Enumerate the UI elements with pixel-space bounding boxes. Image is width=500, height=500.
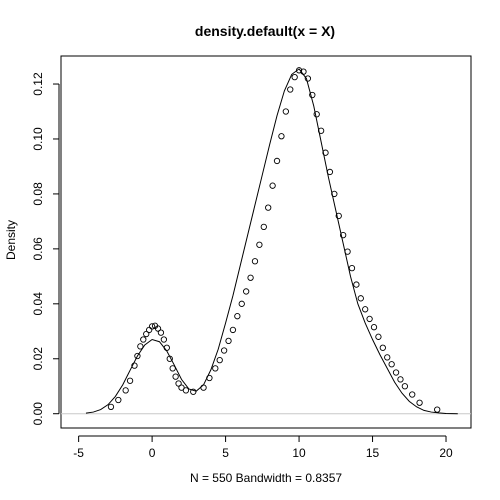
y-axis: 0.00 0.02 0.04 0.06 0.08 0.10 0.12 [31, 72, 60, 426]
sample-point [206, 374, 213, 382]
sample-point [225, 337, 232, 345]
sample-point [370, 324, 378, 331]
density-line-group [85, 68, 458, 415]
sample-point [295, 67, 303, 74]
sample-point [375, 333, 382, 340]
sample-point [212, 365, 219, 372]
sample-point [107, 403, 115, 410]
sample-point [172, 373, 179, 380]
sample-point [260, 223, 267, 231]
sample-point [273, 157, 281, 165]
sample-point [353, 281, 360, 288]
x-tick-label: -5 [73, 446, 84, 460]
sample-point [238, 300, 245, 307]
sample-point [291, 74, 298, 81]
sample-point [160, 336, 168, 343]
sample-point [348, 264, 356, 272]
sample-point [322, 149, 329, 156]
sample-point [317, 127, 325, 134]
sample-point [300, 68, 307, 75]
sample-point [243, 288, 250, 295]
y-tick-label: 0.10 [31, 127, 45, 151]
sample-point [309, 91, 316, 99]
sample-point [178, 384, 185, 391]
sample-point [416, 399, 423, 406]
sample-point [344, 248, 351, 255]
sample-point [157, 329, 165, 336]
sample-point [256, 241, 263, 248]
y-tick-label: 0.06 [31, 237, 45, 261]
x-tick-label: 15 [366, 446, 380, 460]
sample-point [247, 274, 254, 281]
sample-point [313, 111, 320, 118]
sample-point [304, 75, 312, 82]
sample-point [143, 330, 150, 338]
sample-point [331, 190, 338, 198]
sample-point [200, 384, 207, 391]
y-tick-label: 0.02 [31, 347, 45, 371]
sample-point [126, 377, 134, 384]
sample-point [366, 315, 373, 323]
x-tick-label: 10 [292, 446, 306, 460]
sample-point [122, 387, 129, 394]
sample-point [335, 212, 342, 220]
x-tick-label: 5 [222, 446, 229, 460]
sample-point [397, 376, 404, 383]
sample-point [379, 344, 386, 351]
density-curve [85, 68, 458, 415]
sample-point [140, 336, 147, 343]
sample-point [234, 313, 241, 320]
sample-point [115, 396, 122, 404]
y-axis-label: Density [4, 220, 18, 260]
chart-title: density.default(x = X) [195, 23, 335, 39]
y-tick-label: 0.00 [31, 402, 45, 426]
sample-point [287, 86, 294, 93]
sample-point [146, 326, 153, 334]
sample-point [269, 182, 276, 189]
sample-point [220, 347, 228, 354]
x-tick-label: 20 [439, 446, 453, 460]
x-axis-label: N = 550 Bandwidth = 0.8357 [190, 471, 342, 485]
y-tick-label: 0.12 [31, 72, 45, 96]
sample-point [434, 406, 441, 413]
sample-point [362, 306, 369, 313]
sample-point [357, 295, 364, 302]
sample-point [251, 258, 259, 265]
sample-point [265, 204, 272, 211]
sample-point [190, 388, 197, 395]
sample-point [131, 362, 138, 369]
sample-point [326, 168, 334, 176]
sample-point [166, 355, 173, 362]
sample-point [169, 365, 176, 372]
sample-point [163, 344, 170, 351]
sample-point [134, 352, 141, 360]
sample-points-group [107, 67, 441, 413]
sample-point [339, 231, 347, 239]
sample-point [175, 380, 182, 387]
sample-point [384, 354, 391, 361]
sample-point [182, 387, 190, 394]
sample-point [148, 323, 156, 330]
sample-point [388, 361, 395, 368]
sample-point [154, 325, 162, 332]
sample-point [229, 326, 237, 334]
sample-point [216, 356, 223, 364]
x-axis: -5 0 5 10 15 20 [73, 435, 453, 460]
sample-point [137, 343, 144, 350]
sample-point [392, 369, 400, 376]
plot-frame [60, 55, 472, 429]
sample-point [409, 391, 416, 398]
sample-point [282, 108, 289, 115]
y-tick-label: 0.08 [31, 182, 45, 206]
y-tick-label: 0.04 [31, 292, 45, 316]
x-tick-label: 0 [149, 446, 156, 460]
sample-point [401, 383, 409, 390]
sample-point [278, 133, 285, 140]
